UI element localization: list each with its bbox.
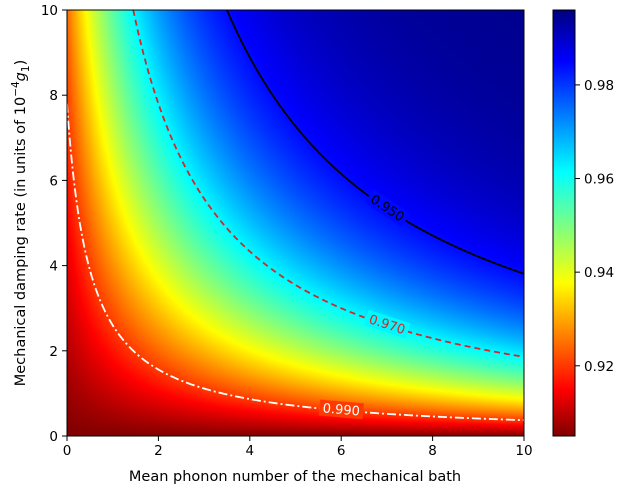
y-tick-label: 0 — [49, 429, 58, 445]
contour-label-gap — [318, 399, 364, 420]
y-axis-label-subscript: 1 — [20, 65, 32, 72]
y-axis-label-exponent: −4 — [10, 81, 22, 97]
x-tick-label: 6 — [337, 443, 346, 459]
colorbar-tick-label: 0.96 — [584, 172, 614, 188]
colorbar-gradient — [552, 9, 576, 437]
y-axis-label-symbol: g — [13, 72, 29, 81]
colorbar-tick-label: 0.98 — [584, 78, 614, 94]
y-tick-label: 4 — [49, 259, 58, 275]
y-tick-label: 8 — [49, 88, 58, 104]
x-tick-label: 10 — [515, 443, 532, 459]
contour-line-0.990 — [67, 103, 524, 422]
contour-label-2: 0.990 — [322, 401, 360, 419]
y-axis: 0 2 4 6 8 10 — [41, 3, 67, 445]
y-axis-label: Mechanical damping rate (in units of 10−… — [10, 60, 32, 387]
colorbar-tick-label: 0.94 — [584, 265, 614, 281]
contour-label-gap — [364, 189, 411, 227]
y-tick-label: 2 — [49, 344, 58, 360]
contour-label-gap — [363, 309, 411, 339]
x-tick-label: 8 — [428, 443, 437, 459]
x-axis: 0 2 4 6 8 10 — [63, 436, 533, 459]
x-axis-label: Mean phonon number of the mechanical bat… — [129, 469, 461, 484]
colorbar: 0.92 0.94 0.96 0.98 — [552, 9, 614, 437]
plot-frame — [66, 9, 525, 437]
colorbar-ticks: 0.92 0.94 0.96 0.98 — [575, 78, 614, 375]
x-tick-label: 4 — [246, 443, 255, 459]
x-tick-label: 2 — [154, 443, 163, 459]
x-tick-label: 0 — [63, 443, 72, 459]
y-tick-label: 6 — [49, 173, 58, 189]
y-axis-label-close: ) — [13, 60, 29, 66]
heatmap-image — [67, 10, 524, 436]
y-tick-label: 10 — [41, 3, 58, 19]
contour-line-0.970 — [132, 10, 524, 358]
heatmap-area — [67, 10, 524, 436]
y-axis-label-main: Mechanical damping rate (in units of 10 — [13, 97, 29, 386]
colorbar-tick-label: 0.92 — [584, 359, 614, 375]
